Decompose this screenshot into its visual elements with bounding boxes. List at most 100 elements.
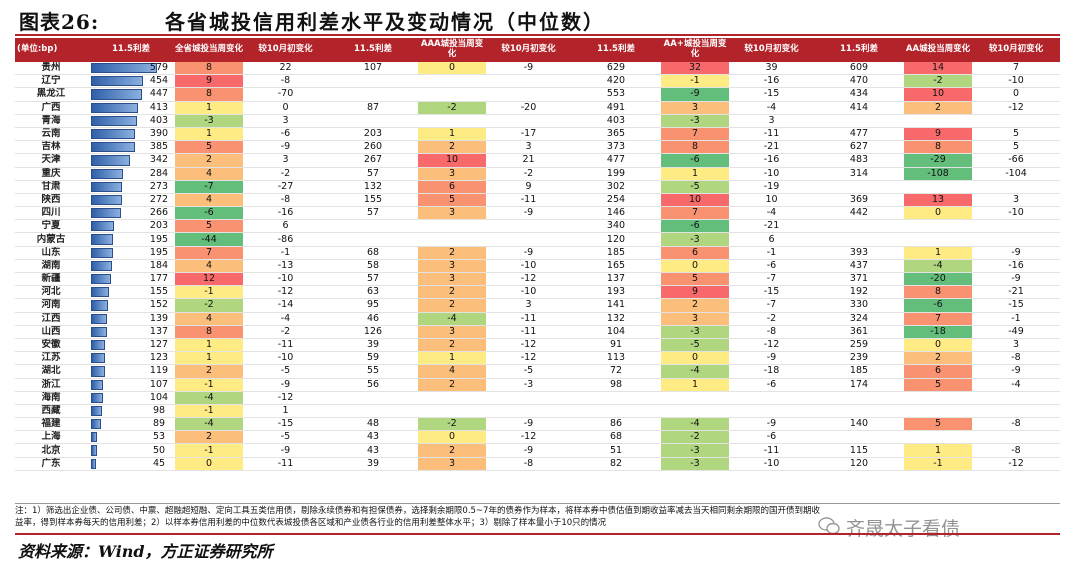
footnote-line-2: 益率，得到样本券每天的信用利差；2）以样本券信用利差的中位数代表城投债各区域和产… <box>15 517 607 528</box>
value-cell: -21 <box>763 220 780 232</box>
value-cell: -3 <box>661 443 729 458</box>
value-cell: 12 <box>175 272 243 286</box>
value-cell: -9 <box>523 62 534 74</box>
table-row: 新疆 177 12 -10 57 3 -12 137 5 -7 371 -20 -9 <box>15 272 1060 286</box>
province-cell: 海南 <box>41 391 61 403</box>
value-cell <box>729 404 814 417</box>
value-cell: -4 <box>661 364 729 378</box>
value-cell: 56 <box>366 378 380 390</box>
value-cell: -3 <box>661 232 729 247</box>
value-cell <box>571 391 661 404</box>
value-cell: 314 <box>849 167 869 179</box>
value-cell <box>418 88 486 101</box>
value-cell: 57 <box>366 207 380 219</box>
value-cell: -12 <box>1008 101 1024 113</box>
value-cell: -11 <box>520 325 537 337</box>
spread-bar <box>91 234 113 245</box>
table-row: 陕西 272 4 -8 155 5 -11 254 10 10 369 13 3 <box>15 193 1060 207</box>
value-cell: 5 <box>1012 141 1020 153</box>
value-cell: 2 <box>418 378 486 392</box>
spread-bar <box>91 353 105 364</box>
spread-value: 195 <box>149 246 169 258</box>
value-cell: 3 <box>418 457 486 471</box>
value-cell: 627 <box>849 141 869 153</box>
table-row: 辽宁 454 9 -8 420 -1 -16 470 -2 -10 <box>15 74 1060 88</box>
value-cell: 132 <box>363 180 383 192</box>
province-cell: 福建 <box>41 418 61 430</box>
value-cell: 13 <box>904 193 972 207</box>
value-cell <box>729 391 814 404</box>
value-cell: 48 <box>366 418 380 430</box>
value-cell: -13 <box>277 259 294 271</box>
spread-bar-cell: 385 <box>87 141 175 154</box>
value-cell <box>486 404 571 417</box>
value-cell: 3 <box>1012 193 1020 205</box>
value-cell: -1 <box>175 285 243 299</box>
header-all-weekly: 全省城投当周变化 <box>175 38 243 62</box>
spread-bar-cell: 390 <box>87 127 175 140</box>
value-cell: -6 <box>280 128 291 140</box>
spread-value: 123 <box>149 352 169 364</box>
value-cell <box>328 114 418 127</box>
value-cell: 7 <box>1012 62 1020 74</box>
spread-value: 89 <box>152 418 166 430</box>
value-cell: 5 <box>1012 128 1020 140</box>
province-cell: 天津 <box>41 154 61 166</box>
table-row: 海南 104 -4 -12 <box>15 391 1060 405</box>
value-cell: 0 <box>661 351 729 365</box>
value-cell: 95 <box>366 299 380 311</box>
value-cell: 58 <box>366 259 380 271</box>
table-row: 河北 155 -1 -12 63 2 -10 193 9 -15 192 8 -21 <box>15 285 1060 299</box>
table-row: 江苏 123 1 -10 59 1 -12 113 0 -9 239 2 -8 <box>15 351 1060 365</box>
value-cell: -15 <box>1008 299 1024 311</box>
value-cell: 340 <box>606 220 626 232</box>
spread-value: 403 <box>149 114 169 126</box>
province-cell: 安徽 <box>41 339 61 351</box>
value-cell: 3 <box>418 167 486 181</box>
table-row: 甘肃 273 -7 -27 132 6 9 302 -5 -19 <box>15 180 1060 194</box>
province-cell: 山东 <box>41 246 61 258</box>
spread-bar <box>91 313 107 324</box>
spread-value: 273 <box>149 180 169 192</box>
value-cell: 3 <box>525 141 532 153</box>
value-cell: 3 <box>282 154 289 166</box>
province-cell: 贵州 <box>41 62 61 74</box>
value-cell: -16 <box>763 154 780 166</box>
spread-bar-cell: 89 <box>87 418 175 431</box>
value-cell: -44 <box>175 232 243 247</box>
value-cell: 9 <box>175 74 243 88</box>
value-cell: -8 <box>1011 444 1021 456</box>
table-row: 吉林 385 5 -9 260 2 3 373 8 -21 627 8 5 <box>15 140 1060 154</box>
value-cell: -6 <box>766 378 777 390</box>
value-cell: 1 <box>418 351 486 365</box>
value-cell: 414 <box>849 101 869 113</box>
value-cell: 6 <box>661 246 729 260</box>
value-cell: -11 <box>520 312 537 324</box>
spread-bar <box>91 339 105 351</box>
value-cell: 491 <box>606 101 626 113</box>
footnote-line-1: 注：1）筛选出企业债、公司债、中票、超融超短融、定向工具五类信用债，剔除永续债券… <box>15 506 820 516</box>
value-cell: -2 <box>175 298 243 313</box>
value-cell <box>814 404 904 417</box>
value-cell: 3 <box>418 272 486 286</box>
value-cell: 82 <box>609 457 623 469</box>
value-cell: 437 <box>849 259 869 271</box>
spread-value: 272 <box>149 193 169 205</box>
value-cell <box>486 114 571 127</box>
province-cell: 河北 <box>41 286 61 298</box>
value-cell: -20 <box>904 272 972 286</box>
value-cell: 155 <box>363 193 383 205</box>
value-cell: 63 <box>366 286 380 298</box>
value-cell: 9 <box>525 180 532 192</box>
spread-value: 45 <box>152 457 166 469</box>
value-cell: 2 <box>418 443 486 458</box>
value-cell: 0 <box>904 338 972 352</box>
value-cell: 3 <box>661 101 729 115</box>
province-cell: 湖北 <box>41 365 61 377</box>
value-cell: 6 <box>904 364 972 378</box>
value-cell: -1 <box>1011 312 1021 324</box>
value-cell <box>972 233 1060 246</box>
spread-value: 50 <box>152 444 166 456</box>
value-cell: -8 <box>523 457 534 469</box>
value-cell: 192 <box>849 286 869 298</box>
